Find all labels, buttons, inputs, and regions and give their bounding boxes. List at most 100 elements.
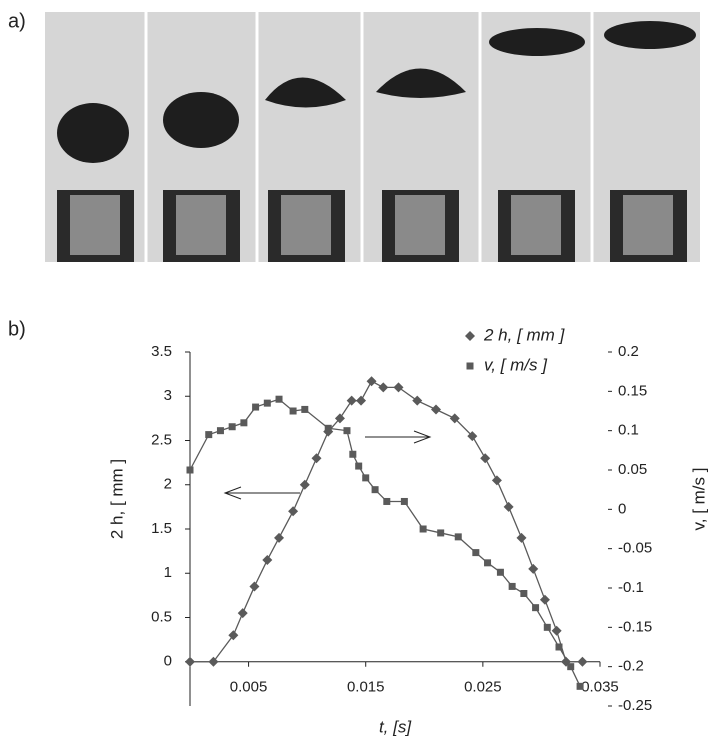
panel-dividers (144, 12, 594, 262)
y-tick-label: 0 (164, 653, 172, 670)
arrow-head (413, 430, 432, 444)
data-point (240, 419, 248, 427)
data-point (472, 549, 480, 557)
y-axis-label: 2 h, [ mm ] (107, 459, 126, 539)
data-point (449, 413, 460, 424)
y-tick-label: 1.5 (151, 520, 172, 537)
data-point (349, 450, 357, 458)
data-point (437, 529, 445, 537)
legend-marker (466, 362, 474, 370)
data-point (366, 376, 377, 387)
data-point (484, 559, 492, 567)
data-point (275, 395, 283, 403)
y2-tick-label: 0.1 (618, 422, 639, 439)
arrow-head (223, 486, 242, 500)
data-point (431, 404, 441, 415)
data-point (343, 427, 351, 435)
y-tick-label: 3.5 (151, 343, 172, 360)
data-point (301, 405, 309, 413)
data-point (346, 395, 357, 406)
data-point (480, 453, 491, 464)
y2-tick-label: 0.05 (618, 461, 647, 478)
chart-label: b) (8, 318, 26, 340)
data-point (311, 453, 322, 464)
y-tick-label: 2.5 (151, 431, 172, 448)
data-point (520, 590, 528, 598)
data-point (508, 582, 516, 590)
data-point (567, 663, 575, 671)
data-point (516, 532, 527, 543)
data-point (299, 479, 310, 490)
data-point (576, 682, 584, 690)
panel-label: a) (8, 10, 26, 32)
data-point (208, 656, 219, 667)
y2-tick-label: -0.05 (618, 540, 652, 557)
data-point (186, 466, 194, 474)
data-point (216, 427, 224, 435)
data-point (412, 395, 423, 406)
data-point (551, 625, 562, 636)
data-point (454, 533, 462, 541)
y-tick-label: 2 (164, 476, 172, 493)
data-point (205, 431, 213, 439)
data-point (496, 568, 504, 576)
droplets (57, 21, 696, 163)
data-point (378, 382, 389, 393)
y2-tick-label: -0.15 (618, 618, 652, 635)
y2-tick-label: 0.15 (618, 382, 647, 399)
data-point (262, 554, 273, 565)
data-point (324, 424, 332, 432)
y-tick-label: 3 (164, 387, 172, 404)
data-point (528, 563, 539, 574)
data-point (393, 382, 404, 393)
data-point (371, 486, 379, 494)
data-point (383, 497, 391, 505)
x-tick-label: 0.015 (347, 679, 385, 696)
legend-marker (465, 331, 475, 341)
x-tick-label: 0.035 (581, 679, 619, 696)
data-point (491, 475, 502, 486)
data-point (252, 403, 260, 411)
data-point (555, 643, 563, 651)
data-point (400, 497, 408, 505)
data-point (532, 604, 540, 612)
data-point (185, 656, 195, 667)
photo-strip (45, 12, 700, 262)
legend-label: 2 h, [ mm ] (483, 325, 566, 344)
data-point (249, 581, 260, 592)
data-point (362, 474, 370, 482)
data-point (288, 506, 299, 517)
x-axis-label: t, [s] (379, 717, 412, 736)
photo-background (45, 12, 700, 262)
y2-tick-label: -0.25 (618, 697, 652, 714)
series-line (190, 380, 583, 663)
data-point (237, 608, 248, 619)
data-point (419, 525, 427, 533)
data-point (334, 413, 345, 424)
data-point (228, 423, 236, 431)
data-point (228, 630, 239, 641)
y2-tick-label: 0.2 (618, 343, 639, 360)
data-point (503, 501, 514, 512)
data-point (355, 462, 363, 470)
data-point (543, 623, 551, 631)
y2-tick-label: 0 (618, 500, 626, 517)
data-point (263, 399, 271, 407)
data-point (539, 594, 550, 605)
data-point (289, 407, 297, 415)
data-point (577, 656, 588, 667)
nozzle-highlights (70, 195, 673, 255)
x-tick-label: 0.025 (464, 679, 502, 696)
y-tick-label: 1 (164, 564, 172, 581)
x-tick-label: 0.005 (230, 679, 268, 696)
y2-tick-label: -0.1 (618, 579, 644, 596)
legend-label: v, [ m/s ] (484, 355, 548, 374)
data-point (467, 431, 478, 442)
y-tick-label: 0.5 (151, 608, 172, 625)
y2-axis-label: v, [ m/s ] (689, 468, 708, 531)
y2-tick-label: -0.2 (618, 658, 644, 675)
data-point (274, 532, 285, 543)
data-point (356, 395, 367, 406)
